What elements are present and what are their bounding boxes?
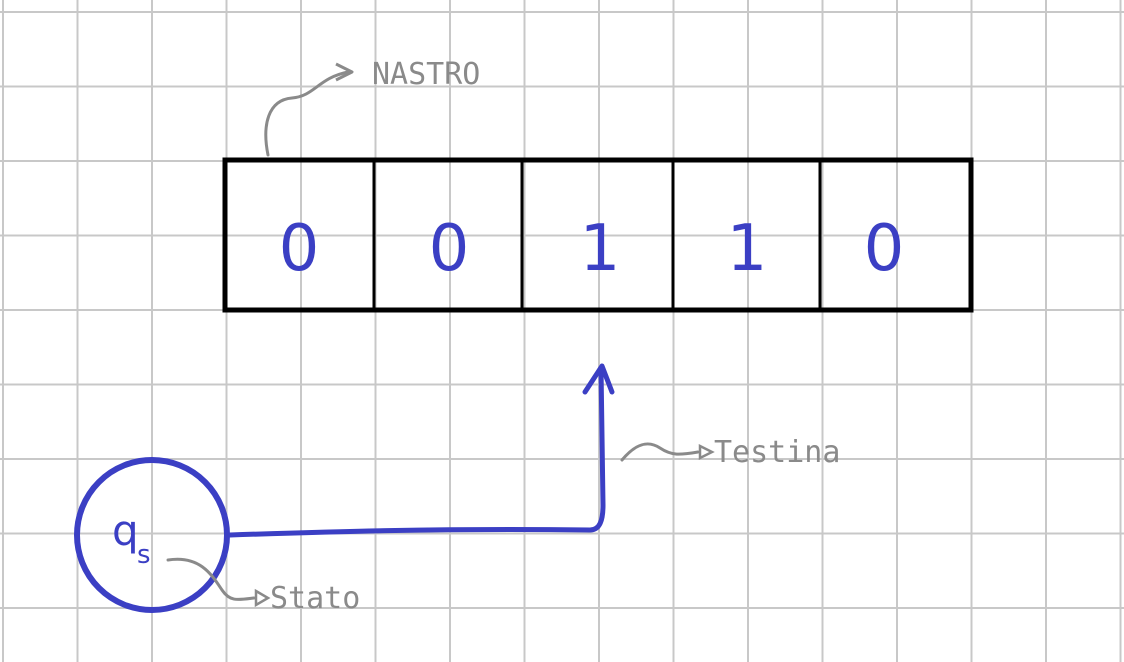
tape-cell-0: 0 [279,212,320,286]
tape: 0 0 1 1 0 [222,157,974,313]
state-circle [74,457,230,613]
head-label: Testina [714,435,840,470]
head [227,363,615,538]
state-subscript: s [137,540,151,570]
state-annotation-curve [166,557,256,602]
head-arrow-icon [582,363,615,395]
state: q s [74,457,230,613]
head-annotation: Testina [620,435,840,470]
tape-label: NASTRO [372,57,480,92]
tape-cell-4: 0 [864,212,905,286]
head-annotation-tilde [620,442,700,462]
arrow-head-icon [335,62,354,82]
tape-cell-3: 1 [727,212,768,286]
tape-annotation: NASTRO [264,57,480,157]
tape-annotation-arrow [264,70,350,157]
tape-cell-2: 1 [580,212,621,286]
state-symbol: q [112,506,139,555]
state-annotation: Stato [166,557,360,616]
tape-cell-1: 0 [429,212,470,286]
head-line [227,365,606,538]
arrow-head-icon [698,443,715,461]
tape-outline [222,157,974,313]
state-label: Stato [270,581,360,616]
arrow-head-icon [254,588,271,608]
